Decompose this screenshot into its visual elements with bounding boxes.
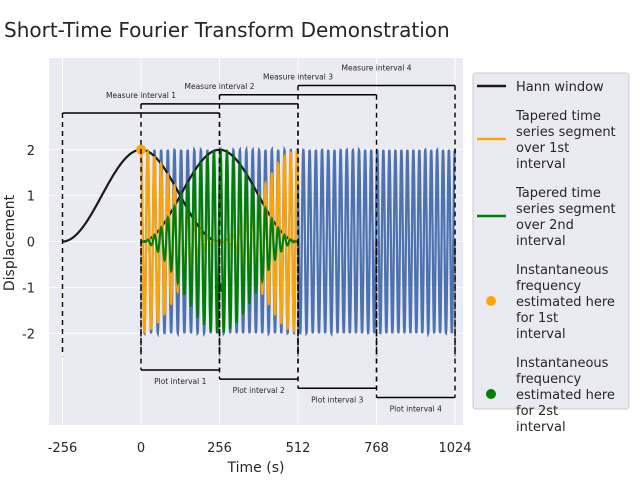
y-axis-label: Displacement [2,194,18,291]
legend-marker-marker1 [486,296,496,306]
x-tick-label: 256 [207,441,232,456]
x-tick-label: -256 [48,441,78,456]
y-tick-label: 1 [27,190,35,205]
plot-interval-label: Plot interval 1 [154,377,206,386]
chart-title: Short-Time Fourier Transform Demonstrati… [4,18,450,42]
measure-interval-label: Measure interval 4 [342,64,412,73]
plot-interval-label: Plot interval 2 [233,386,285,395]
legend-label-segment1: Tapered time series segment over 1st interv… [515,109,616,172]
legend-label-hann: Hann window [516,80,604,95]
y-tick-label: 2 [27,144,35,159]
plot-interval-label: Plot interval 4 [390,404,442,413]
x-tick-label: 1024 [438,441,471,456]
x-tick-label: 768 [364,441,389,456]
plot-interval-label: Plot interval 3 [311,395,363,404]
legend: Hann window Tapered time series segment ove… [472,72,630,435]
y-tick-label: -2 [22,327,35,342]
legend-box [472,72,630,410]
legend-label-marker1: Instantaneous frequency estimated here for … [516,263,615,342]
legend-marker-marker2 [486,389,496,399]
measure-interval-label: Measure interval 2 [184,82,254,91]
tick-labels: -256 0 256 512 768 1024 -2 -1 0 1 2 [22,144,472,456]
x-tick-label: 512 [286,441,311,456]
x-tick-label: 0 [137,441,145,456]
y-tick-label: 0 [27,236,35,251]
legend-label-segment2: Tapered time series segment over 2nd interv… [515,186,616,249]
measure-interval-label: Measure interval 1 [106,91,176,100]
y-tick-label: -1 [22,281,35,296]
x-axis-label: Time (s) [227,460,285,476]
interval-annotations: Measure interval 1 Measure interval 2 Meas… [61,64,456,413]
legend-label-marker2: Instantaneous frequency estimated here for … [516,356,615,435]
measure-interval-label: Measure interval 3 [263,73,333,82]
